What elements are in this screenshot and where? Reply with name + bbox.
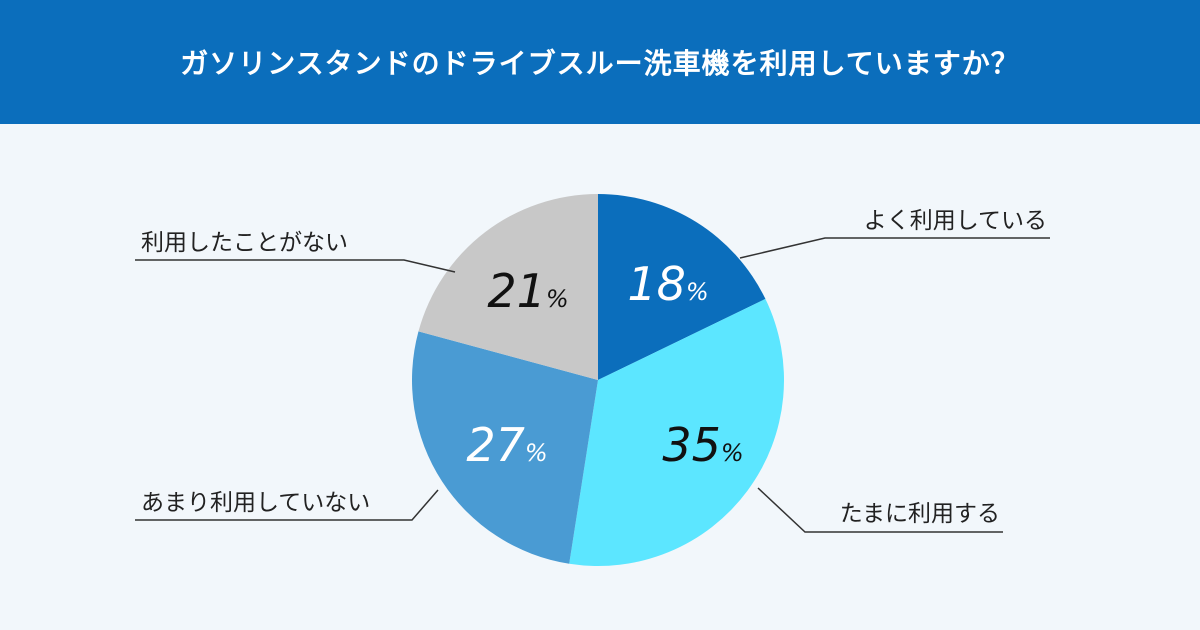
pie-slice-sometimes [569, 298, 784, 566]
slice-label-rarely: あまり利用していない [141, 490, 370, 516]
slice-value-sometimes: 35% [662, 418, 743, 472]
pie-slices [412, 194, 784, 566]
pie-slice-often [598, 194, 766, 380]
leader-line-sometimes [757, 487, 1003, 533]
leader-line-often [739, 237, 1050, 259]
slice-label-never: 利用したことがない [141, 230, 348, 256]
leader-line-rarely [135, 489, 439, 521]
page-title: ガソリンスタンドのドライブスルー洗車機を利用していますか？ [180, 47, 1020, 80]
slice-value-never: 21% [487, 264, 568, 318]
pie-slice-rarely [412, 331, 598, 564]
slice-value-often: 18% [627, 257, 708, 311]
slice-label-sometimes: たまに利用する [840, 501, 1000, 527]
slice-value-rarely: 27% [466, 418, 547, 472]
leader-line-never [135, 259, 456, 273]
pie-slice-never [418, 194, 598, 380]
header-bar: ガソリンスタンドのドライブスルー洗車機を利用していますか？ [0, 0, 1200, 124]
slice-label-often: よく利用している [864, 208, 1047, 234]
